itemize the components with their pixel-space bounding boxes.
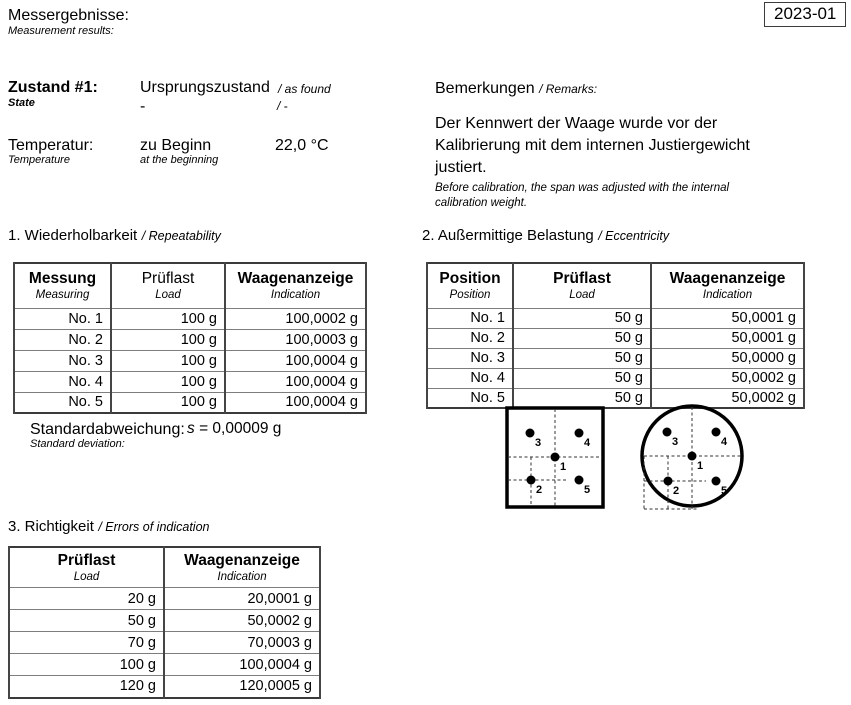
temperature-moment-en: at the beginning [140, 154, 219, 166]
state-label-en: State [8, 97, 35, 109]
section-title-eccentricity-en: / Eccentricity [598, 229, 670, 243]
table-row: No. 2 50 g 50,0001 g [426, 327, 805, 349]
position-label: 3 [672, 436, 678, 448]
remarks-heading-de: Bemerkungen [435, 80, 535, 97]
page-title-de: Messergebnisse: [8, 7, 129, 24]
section-title-eccentricity: 2. Außermittige Belastung / Eccentricity [422, 227, 669, 245]
table-row: 20 g 20,0001 g [8, 587, 321, 610]
remarks-heading: Bemerkungen / Remarks: [435, 79, 597, 98]
temperature-value: 22,0 °C [275, 137, 329, 154]
table-row: No. 2 100 g 100,0003 g [13, 328, 367, 351]
remarks-heading-en: / Remarks: [539, 82, 598, 96]
square-pan-outline [505, 406, 605, 509]
table-row: No. 1 100 g 100,0002 g [13, 307, 367, 330]
errors-of-indication-table: Prüflast Load Waagenanzeige Indication 2… [8, 546, 321, 699]
remarks-text-en: Before calibration, the span was adjuste… [435, 182, 730, 209]
position-dot [687, 451, 697, 461]
std-dev-value: s = 0,00009 g [187, 420, 281, 438]
position-dot [663, 476, 673, 486]
repeatability-table: Messung Measuring Prüflast Load Waagenan… [13, 262, 367, 414]
position-label: 4 [584, 437, 591, 449]
section-title-errors-en: / Errors of indication [98, 520, 210, 534]
col-header-prueflast: Prüflast Load [8, 546, 165, 588]
std-dev-label-en: Standard deviation: [30, 438, 125, 450]
section-title-errors-de: 3. Richtigkeit [8, 518, 94, 535]
table-row: No. 5 50 g 50,0002 g [426, 387, 805, 409]
table-row: 120 g 120,0005 g [8, 675, 321, 698]
col-header-waagenanzeige: Waagenanzeige Indication [224, 262, 367, 309]
std-dev-label-de: Standardabweichung: [30, 421, 185, 438]
col-header-prueflast: Prüflast Load [110, 262, 226, 309]
col-header-messung: Messung Measuring [13, 262, 112, 309]
position-dot [574, 475, 584, 485]
state-value-de: Ursprungszustand [140, 79, 270, 96]
eccentricity-table: Position Position Prüflast Load Waagenan… [426, 262, 805, 409]
position-dot [711, 427, 721, 437]
std-dev-number: = 0,00009 g [199, 420, 282, 437]
position-dots [662, 427, 721, 486]
temperature-label-de: Temperatur: [8, 137, 94, 154]
table-row: 70 g 70,0003 g [8, 631, 321, 654]
state-line2-de: - [140, 98, 146, 115]
std-dev-symbol: s [187, 420, 195, 437]
col-header-position: Position Position [426, 262, 514, 309]
position-dot [550, 452, 560, 462]
position-labels: 1 2 3 4 5 [672, 436, 728, 497]
table-row: No. 4 50 g 50,0002 g [426, 367, 805, 389]
col-header-waagenanzeige: Waagenanzeige Indication [650, 262, 805, 309]
table-row: No. 3 50 g 50,0000 g [426, 347, 805, 369]
position-labels: 1 2 3 4 5 [535, 437, 591, 496]
state-label-de: Zustand #1: [8, 79, 98, 96]
doc-number-badge: 2023-01 [764, 2, 847, 27]
position-label: 3 [535, 437, 541, 449]
state-line2-en: / - [277, 99, 288, 113]
page-title: Messergebnisse: Measurement results: [8, 6, 129, 38]
section-title-eccentricity-de: 2. Außermittige Belastung [422, 227, 594, 244]
square-pan-position-diagram: 1 2 3 4 5 [505, 406, 605, 509]
remarks-text-de: Der Kennwert der Waage wurde vor der Kal… [435, 115, 750, 176]
round-pan-position-diagram: 1 2 3 4 5 [640, 404, 744, 510]
position-dot [525, 428, 535, 438]
table-row: No. 3 100 g 100,0004 g [13, 349, 367, 372]
section-title-errors: 3. Richtigkeit / Errors of indication [8, 518, 210, 536]
table-row: No. 5 100 g 100,0004 g [13, 391, 367, 414]
section-title-repeatability-en: / Repeatability [141, 229, 221, 243]
section-title-repeatability: 1. Wiederholbarkeit / Repeatability [8, 227, 221, 245]
table-row: No. 1 50 g 50,0001 g [426, 307, 805, 329]
table-row: 100 g 100,0004 g [8, 653, 321, 676]
position-dots [525, 428, 584, 485]
table-row: 50 g 50,0002 g [8, 609, 321, 632]
col-header-waagenanzeige: Waagenanzeige Indication [163, 546, 321, 588]
state-value-en: / as found [278, 82, 331, 96]
position-label: 2 [536, 484, 542, 496]
temperature-moment-de: zu Beginn [140, 137, 212, 154]
position-label: 1 [560, 461, 566, 473]
position-label: 2 [673, 485, 679, 497]
table-row: No. 4 100 g 100,0004 g [13, 370, 367, 393]
temperature-label-en: Temperature [8, 154, 70, 166]
col-header-prueflast: Prüflast Load [512, 262, 652, 309]
page-title-en: Measurement results: [8, 25, 114, 37]
repeatability-header-row: Messung Measuring Prüflast Load Waagenan… [13, 262, 367, 309]
errors-header-row: Prüflast Load Waagenanzeige Indication [8, 546, 321, 588]
position-label: 1 [697, 460, 703, 472]
section-title-repeatability-de: 1. Wiederholbarkeit [8, 227, 138, 244]
eccentricity-header-row: Position Position Prüflast Load Waagenan… [426, 262, 805, 309]
position-dot [711, 476, 721, 486]
position-dot [574, 428, 584, 438]
position-dot [526, 475, 536, 485]
position-label: 5 [584, 484, 590, 496]
position-dot [662, 427, 672, 437]
position-label: 5 [721, 485, 727, 497]
position-label: 4 [721, 436, 728, 448]
